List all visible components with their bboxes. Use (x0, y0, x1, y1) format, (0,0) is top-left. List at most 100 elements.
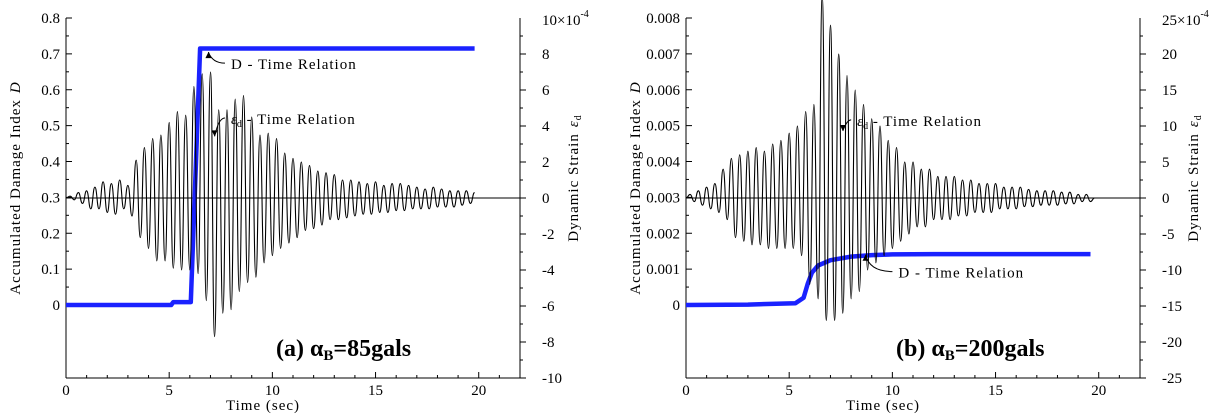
right-tick-label: 5 (1162, 155, 1170, 171)
left-axis-label-text: Accumulated Damage Index (628, 99, 644, 295)
left-tick-label: 0.7 (41, 47, 60, 63)
annotation-arrowhead (211, 130, 218, 137)
x-tick-label: 10 (265, 383, 280, 399)
left-tick-label: 0.6 (41, 83, 60, 99)
x-tick-label: 15 (988, 383, 1003, 399)
panel-title-value: =200gals (955, 336, 1045, 362)
annotation-arrowhead (839, 125, 846, 132)
left-tick-label: 0.005 (646, 119, 680, 135)
annotation-symbol: ε (231, 112, 237, 128)
left-tick-label: 0 (673, 298, 681, 314)
multiplier-exponent: -4 (1200, 9, 1208, 20)
right-axis-label-symbol: ε (1186, 120, 1202, 127)
left-tick-label: 0.007 (646, 47, 680, 63)
panel-b-chart: 0 5 10 15 20 Time (sec) 0 0.001 0.002 0.003 0.004 0… (628, 0, 1209, 414)
annotation-arrowhead (862, 254, 869, 261)
right-tick-label: -2 (542, 227, 555, 243)
right-tick-label: 4 (542, 119, 550, 135)
right-axis-label: Dynamic Strain εd (566, 114, 584, 242)
annotation-label: εd - Time Relation (857, 114, 982, 132)
right-tick-label: -4 (542, 263, 555, 279)
right-axis-label-text: Dynamic Strain (566, 133, 582, 242)
panel-label: (a) (276, 336, 304, 362)
left-axis-label: Accumulated Damage Index D (8, 81, 24, 294)
right-axis-multiplier: 25×10-4 (1162, 9, 1209, 29)
left-axis-label-symbol: D (8, 81, 24, 94)
annotation-symbol: ε (857, 114, 863, 130)
multiplier-base: 25×10 (1162, 13, 1200, 29)
x-tick-label: 5 (785, 383, 793, 399)
left-tick-label: 0.1 (41, 262, 60, 278)
right-tick-label: -15 (1162, 299, 1182, 315)
annotation-rest: - Time Relation (868, 114, 982, 130)
left-tick-label: 0.3 (41, 190, 60, 206)
annotation-rest: - Time Relation (242, 112, 356, 128)
annotation-label: D - Time Relation (898, 266, 1024, 282)
left-axis-label: Accumulated Damage Index D (628, 81, 644, 294)
annotation-subscript: d (237, 119, 242, 130)
right-tick-label: 6 (542, 83, 550, 99)
right-tick-label: 20 (1162, 47, 1177, 63)
x-tick-label: 0 (62, 383, 70, 399)
panel-title-subscript: B (323, 348, 333, 364)
left-tick-label: 0.2 (41, 226, 60, 242)
right-axis-label-subscript: d (573, 114, 584, 120)
left-tick-label: 0.002 (646, 226, 680, 242)
x-axis-label: Time (sec) (226, 398, 300, 414)
right-tick-label: 0 (542, 191, 550, 207)
x-tick-label: 5 (165, 383, 173, 399)
annotation-text: D - Time Relation (898, 266, 1024, 282)
right-tick-label: -6 (542, 299, 555, 315)
right-tick-label: 15 (1162, 83, 1177, 99)
right-axis-label-subscript: d (1193, 114, 1204, 120)
right-tick-label: -25 (1162, 371, 1182, 387)
right-tick-label: 10 (1162, 119, 1177, 135)
panel-title: (a) αB=85gals (276, 336, 411, 364)
panel-title: (b) αB=200gals (896, 336, 1044, 364)
panel-title-symbol: α (310, 336, 324, 362)
right-tick-label: -8 (542, 335, 555, 351)
annotation-text: D - Time Relation (231, 57, 357, 73)
left-tick-label: 0.5 (41, 119, 60, 135)
right-tick-label: -10 (542, 371, 562, 387)
x-tick-label: 20 (1091, 383, 1106, 399)
left-tick-label: 0.8 (41, 11, 60, 27)
panel-title-subscript: B (945, 348, 955, 364)
right-tick-label: 2 (542, 155, 550, 171)
right-tick-label: -20 (1162, 335, 1182, 351)
left-tick-label: 0.4 (41, 155, 60, 171)
right-tick-label: -5 (1162, 227, 1175, 243)
left-axis-label-symbol: D (628, 81, 644, 94)
x-tick-label: 10 (885, 383, 900, 399)
x-tick-label: 20 (471, 383, 486, 399)
left-tick-label: 0 (53, 298, 61, 314)
left-tick-label: 0.006 (646, 83, 680, 99)
x-axis-label: Time (sec) (846, 398, 920, 414)
right-axis-multiplier: 10×10-4 (542, 9, 589, 29)
strain-series-line (685, 0, 1095, 321)
left-tick-label: 0.001 (646, 262, 680, 278)
damage-series-line (685, 251, 1091, 308)
annotation-label: D - Time Relation (231, 57, 357, 73)
x-tick-label: 0 (682, 383, 690, 399)
panel-label: (b) (896, 336, 925, 362)
panel-title-symbol: α (931, 336, 945, 362)
multiplier-base: 10×10 (542, 13, 580, 29)
left-tick-label: 0.004 (646, 155, 680, 171)
left-tick-label: 0.008 (646, 11, 680, 27)
annotation-label: εd - Time Relation (231, 112, 356, 130)
left-axis-label-text: Accumulated Damage Index (8, 99, 24, 295)
right-axis-label-symbol: ε (566, 120, 582, 127)
right-tick-label: 0 (1162, 191, 1170, 207)
right-axis-label: Dynamic Strain εd (1186, 114, 1204, 242)
annotation-arrowhead (205, 52, 212, 59)
right-tick-label: -10 (1162, 263, 1182, 279)
annotation-subscript: d (863, 121, 868, 132)
right-axis-label-text: Dynamic Strain (1186, 133, 1202, 242)
panel-title-value: =85gals (333, 336, 411, 362)
x-tick-label: 15 (368, 383, 383, 399)
right-tick-label: 8 (542, 47, 550, 63)
multiplier-exponent: -4 (580, 9, 588, 20)
strain-series-line (65, 71, 475, 338)
